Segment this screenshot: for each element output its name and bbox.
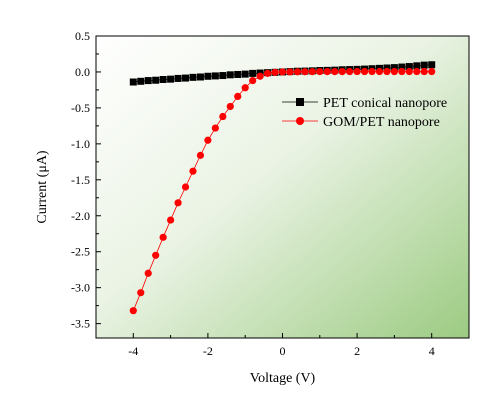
data-point: [226, 71, 234, 79]
y-tick-label: 0.5: [75, 29, 90, 43]
data-point: [263, 69, 272, 77]
data-point: [159, 76, 167, 84]
data-point: [420, 67, 428, 76]
data-point: [256, 72, 264, 80]
data-point: [241, 84, 249, 92]
data-point: [211, 72, 219, 80]
x-axis-label: Voltage (V): [250, 371, 316, 386]
data-point: [353, 67, 361, 76]
data-point: [338, 67, 346, 76]
data-point: [137, 289, 145, 297]
data-point: [398, 67, 406, 76]
data-point: [286, 68, 294, 76]
data-point: [152, 251, 160, 259]
y-tick-label: -1.5: [71, 173, 90, 187]
data-point: [189, 73, 197, 81]
data-point: [204, 72, 212, 80]
x-tick-label: 0: [280, 344, 286, 358]
data-point: [196, 151, 205, 159]
y-tick-label: -2.0: [71, 209, 90, 223]
data-point: [413, 62, 421, 70]
data-point: [159, 233, 167, 241]
data-point: [144, 77, 152, 85]
data-point: [308, 68, 316, 76]
y-tick-label: -3.5: [71, 317, 90, 331]
data-point: [413, 67, 421, 76]
data-point: [316, 67, 324, 76]
data-point: [301, 68, 309, 76]
data-point: [189, 167, 197, 175]
data-point: [323, 67, 331, 76]
data-point: [167, 216, 175, 224]
y-tick-label: -3.0: [71, 281, 90, 295]
data-point: [420, 61, 428, 69]
data-point: [196, 73, 204, 81]
data-point: [129, 78, 137, 86]
legend-label-pet: PET conical nanopore: [323, 96, 447, 111]
data-point: [152, 76, 160, 84]
data-point: [428, 67, 436, 76]
series-gom-pet: [129, 67, 436, 315]
data-point: [398, 63, 406, 71]
data-point: [278, 68, 287, 76]
x-tick-label: 2: [354, 344, 360, 358]
data-point: [226, 102, 234, 111]
legend-marker-pet: [296, 98, 304, 106]
legend-marker-gom: [296, 117, 304, 125]
data-point: [174, 199, 182, 207]
plot-area-background: [96, 36, 469, 338]
y-tick-label: -2.5: [71, 245, 90, 259]
data-point: [405, 67, 413, 76]
data-point: [368, 67, 376, 76]
data-point: [234, 70, 242, 78]
data-point: [129, 307, 137, 315]
data-point: [167, 75, 175, 83]
data-point: [271, 68, 279, 76]
data-point: [211, 124, 219, 132]
data-point: [174, 74, 182, 82]
data-point: [390, 64, 398, 72]
data-point: [390, 67, 398, 76]
legend-entry-pet: PET conical nanopore: [282, 96, 447, 111]
axes: -4 -2 0 2 4 0.5 0.0 -0.5 -1.0 -1.5 -2.0 -2.5 -3.0 -3.…: [71, 29, 435, 358]
data-point: [249, 76, 257, 85]
data-point: [249, 69, 257, 77]
series-marks: [129, 61, 436, 315]
x-tick-label: 4: [429, 344, 435, 358]
data-point: [204, 136, 212, 144]
data-point: [383, 67, 391, 76]
legend: PET conical nanopore GOM/PET nanopore: [282, 96, 447, 130]
y-tick-label: -1.0: [71, 137, 90, 151]
data-point: [346, 67, 354, 76]
x-tick-label: -4: [128, 344, 138, 358]
data-point: [234, 92, 242, 100]
data-point: [241, 70, 249, 78]
data-point: [219, 112, 227, 121]
data-point: [137, 77, 145, 85]
legend-entry-gom: GOM/PET nanopore: [282, 115, 440, 130]
data-point: [181, 183, 190, 191]
data-point: [360, 67, 369, 76]
x-tick-label: -2: [203, 344, 213, 358]
legend-label-gom: GOM/PET nanopore: [323, 115, 440, 130]
data-point: [331, 67, 339, 76]
data-point: [144, 269, 152, 277]
data-point: [219, 72, 227, 80]
y-axis-label: Current (μA): [35, 150, 50, 224]
data-point: [428, 61, 436, 69]
data-point: [182, 74, 190, 82]
data-point: [375, 67, 384, 76]
data-point: [405, 63, 413, 71]
data-point: [293, 68, 302, 76]
y-tick-label: -0.5: [71, 101, 90, 115]
y-tick-label: 0.0: [75, 65, 90, 79]
